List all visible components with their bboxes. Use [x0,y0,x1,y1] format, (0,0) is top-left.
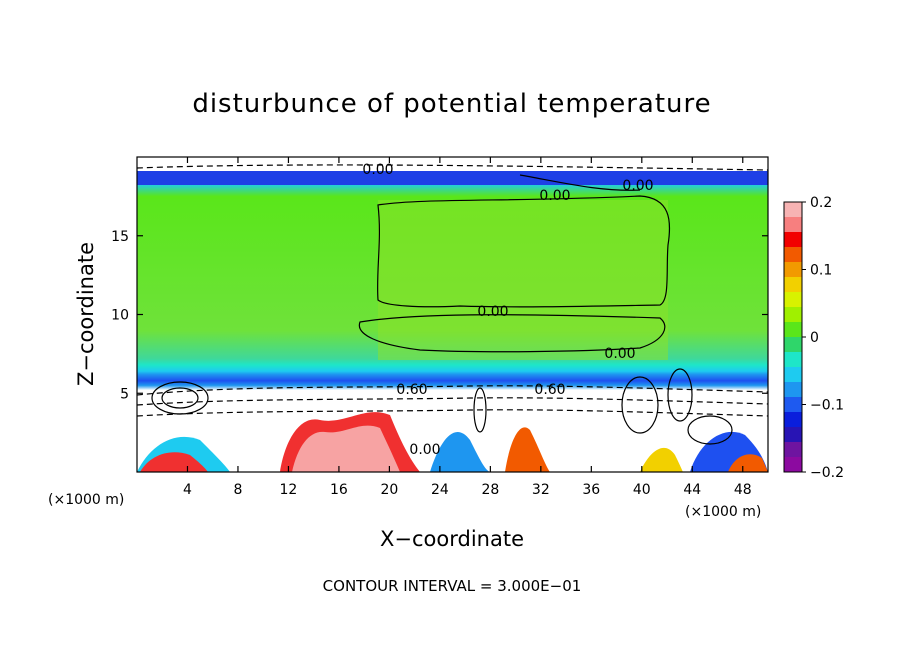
x-tick-label: 24 [431,482,449,498]
contour-label: 0.00 [477,304,508,320]
colorbar-swatch [784,352,802,368]
colorbar-tick-label: −0.2 [810,465,844,481]
colorbar-tick-label: 0.2 [810,195,832,211]
colorbar-swatch [784,382,802,398]
contour-value-labels: 0.00 0.00 0.00 0.00 0.00 0.60 0.60 0.00 [362,162,653,458]
colorbar: 0.2 0.1 0 −0.1 −0.2 [783,195,844,481]
x-unit-right: (×1000 m) [685,504,761,520]
contour-interval: CONTOUR INTERVAL = 3.000E−01 [323,577,582,595]
x-axis: 4 8 12 16 20 24 28 32 36 40 44 48 [183,157,752,498]
colorbar-swatch [784,367,802,383]
contour-label: 0.00 [622,178,653,194]
colorbar-tick-label: −0.1 [810,398,844,414]
x-tick-label: 20 [380,482,398,498]
contour-label: 0.60 [396,382,427,398]
x-tick-label: 36 [582,482,600,498]
colorbar-swatch [784,307,802,323]
colorbar-swatch [784,457,802,473]
y-tick-label: 10 [111,308,129,324]
chart-title: disturbunce of potential temperature [192,89,711,119]
x-tick-label: 32 [532,482,550,498]
colorbar-swatch [784,202,802,218]
central-warm-region [378,200,668,360]
colorbar-swatch [784,292,802,308]
colorbar-swatch [784,217,802,233]
contour-label: 0.00 [409,442,440,458]
x-tick-label: 48 [734,482,752,498]
colorbar-swatch [784,232,802,248]
colorbar-swatch [784,427,802,443]
top-blue-band [137,171,768,185]
colorbar-swatch [784,397,802,413]
contour-label: 0.00 [604,346,635,362]
x-tick-label: 28 [481,482,499,498]
y-tick-label: 15 [111,229,129,245]
low-level-anomalies [137,412,768,472]
x-tick-label: 16 [330,482,348,498]
heatmap-plot: 0.00 0.00 0.00 0.00 0.00 0.60 0.60 0.00 [137,157,768,472]
colorbar-tick-label: 0.1 [810,263,832,279]
y-axis-label: Z−coordinate [74,242,98,386]
x-tick-label: 44 [683,482,701,498]
contour-label: 0.00 [539,188,570,204]
colorbar-swatch [784,337,802,353]
colorbar-swatch [784,277,802,293]
colorbar-swatch [784,247,802,263]
x-tick-label: 12 [280,482,298,498]
contour-label: 0.60 [534,382,565,398]
x-tick-label: 40 [633,482,651,498]
y-tick-label: 5 [120,386,129,402]
top-white-band [137,157,768,171]
colorbar-tick-label: 0 [810,330,819,346]
x-tick-label: 8 [233,482,242,498]
colorbar-swatch [784,412,802,428]
y-axis: 5 10 15 [111,229,768,402]
x-unit-left: (×1000 m) [48,492,124,508]
x-axis-label: X−coordinate [380,527,524,551]
colorbar-swatch [784,442,802,458]
x-tick-label: 4 [183,482,192,498]
contour-label: 0.00 [362,162,393,178]
contour-lines [137,164,768,445]
colorbar-swatch [784,262,802,278]
colorbar-swatch [784,322,802,338]
